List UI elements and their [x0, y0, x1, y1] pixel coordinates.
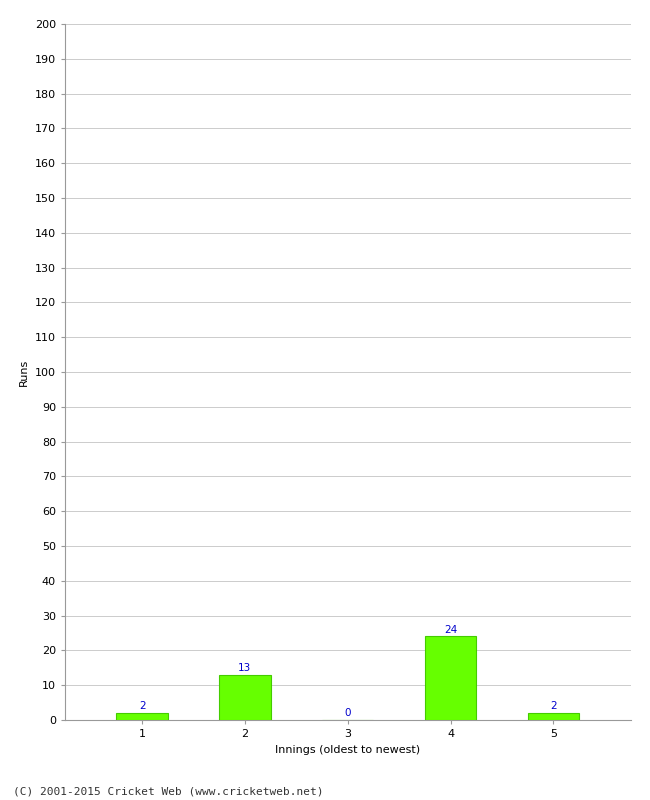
Y-axis label: Runs: Runs: [20, 358, 29, 386]
Bar: [116, 713, 168, 720]
Bar: [219, 674, 270, 720]
Bar: [528, 713, 579, 720]
Text: 24: 24: [444, 625, 457, 634]
Bar: [425, 637, 476, 720]
Text: 2: 2: [550, 702, 556, 711]
Text: 2: 2: [139, 702, 146, 711]
Text: 0: 0: [344, 708, 351, 718]
Text: 13: 13: [239, 663, 252, 673]
X-axis label: Innings (oldest to newest): Innings (oldest to newest): [275, 745, 421, 754]
Text: (C) 2001-2015 Cricket Web (www.cricketweb.net): (C) 2001-2015 Cricket Web (www.cricketwe…: [13, 786, 324, 796]
